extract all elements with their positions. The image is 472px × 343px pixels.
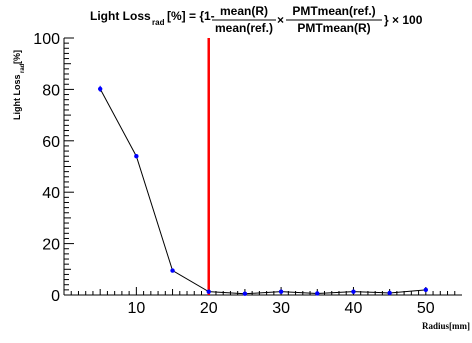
x-tick-label: 10 (127, 300, 145, 317)
x-tick-label: 50 (417, 300, 435, 317)
title-frac1-den: mean(ref.) (215, 21, 273, 35)
y-tick-label: 0 (51, 288, 60, 305)
title-lhs-tail: [%] = {1- (167, 9, 215, 23)
series-line (99, 88, 426, 295)
title-tail: } × 100 (384, 13, 423, 27)
data-point (387, 290, 392, 296)
y-axis-label: Light Loss rad [%] (12, 50, 26, 120)
data-point (315, 291, 320, 296)
ylabel-sub: rad (20, 63, 26, 73)
data-point (278, 289, 284, 294)
axes (63, 38, 462, 296)
y-tick-label: 20 (42, 237, 60, 254)
y-tick-label: 80 (42, 82, 60, 99)
data-point (206, 289, 211, 294)
title-lhs-sub: rad (152, 18, 165, 27)
title-times: × (277, 13, 284, 27)
data-series (97, 85, 429, 296)
data-point (351, 289, 356, 294)
data-point (170, 268, 175, 273)
title-frac2-den: PMTmean(R) (297, 21, 370, 35)
x-axis-label: Radius[mm] (422, 321, 470, 331)
title-frac1-num: mean(R) (220, 4, 268, 18)
title-frac2-num: PMTmean(ref.) (292, 4, 375, 18)
data-point (423, 287, 429, 293)
y-tick-label: 60 (42, 134, 60, 151)
y-tick-label: 100 (33, 31, 60, 48)
data-point (134, 154, 139, 159)
x-tick-label: 40 (345, 300, 363, 317)
x-tick-label: 20 (200, 300, 218, 317)
tick-labels: 10 20 30 40 50 0 20 40 60 80 100 (33, 31, 435, 317)
y-tick-label: 40 (42, 185, 60, 202)
axis-ticks (64, 37, 456, 296)
ylabel-main: Light Loss (12, 75, 22, 121)
x-tick-label: 30 (272, 300, 290, 317)
data-point (242, 291, 248, 296)
title-lhs-main: Light Loss (90, 9, 151, 23)
chart-title: Light Loss rad [%] = {1- mean(R) mean(re… (90, 4, 423, 35)
ylabel-tail: [%] (12, 50, 22, 64)
data-point (97, 86, 103, 92)
